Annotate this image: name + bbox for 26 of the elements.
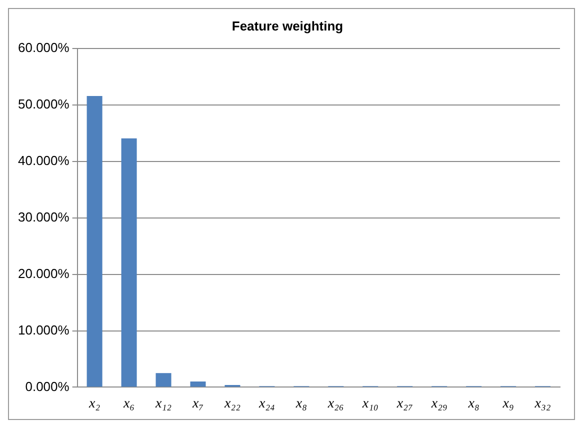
- x-tick-label: x₆: [122, 396, 135, 412]
- x-tick-label: x₈: [467, 396, 480, 412]
- chart-title: Feature weighting: [232, 18, 344, 34]
- x-tick-label: x₉: [502, 396, 514, 412]
- x-tick-label: x₈: [294, 396, 308, 412]
- y-tick-label: 40.000%: [18, 153, 70, 168]
- y-tick-label: 50.000%: [18, 96, 70, 112]
- x-tick-label: x₂₆: [326, 396, 344, 412]
- y-tick-label: 60.000%: [18, 40, 70, 56]
- x-tick-label: x₁₂: [154, 396, 172, 412]
- bar: [190, 382, 206, 387]
- y-tick-label: 0.000%: [25, 378, 70, 394]
- x-tick-label: x₇: [191, 396, 204, 412]
- x-tick-label: x₁₀: [361, 396, 378, 412]
- y-tick-label: 10.000%: [18, 322, 70, 338]
- x-tick-label: x₂₂: [223, 396, 241, 412]
- x-tick-label: x₂₄: [258, 396, 276, 412]
- x-tick-label: x₃₂: [534, 396, 551, 412]
- y-tick-label: 30.000%: [18, 209, 70, 224]
- bar: [156, 373, 172, 387]
- bar: [86, 96, 102, 387]
- x-tick-label: x₂₇: [396, 396, 413, 412]
- bar: [121, 138, 137, 387]
- y-tick-label: 20.000%: [18, 266, 70, 281]
- x-tick-label: x₂: [88, 396, 100, 412]
- x-tick-label: x₂₉: [430, 396, 448, 412]
